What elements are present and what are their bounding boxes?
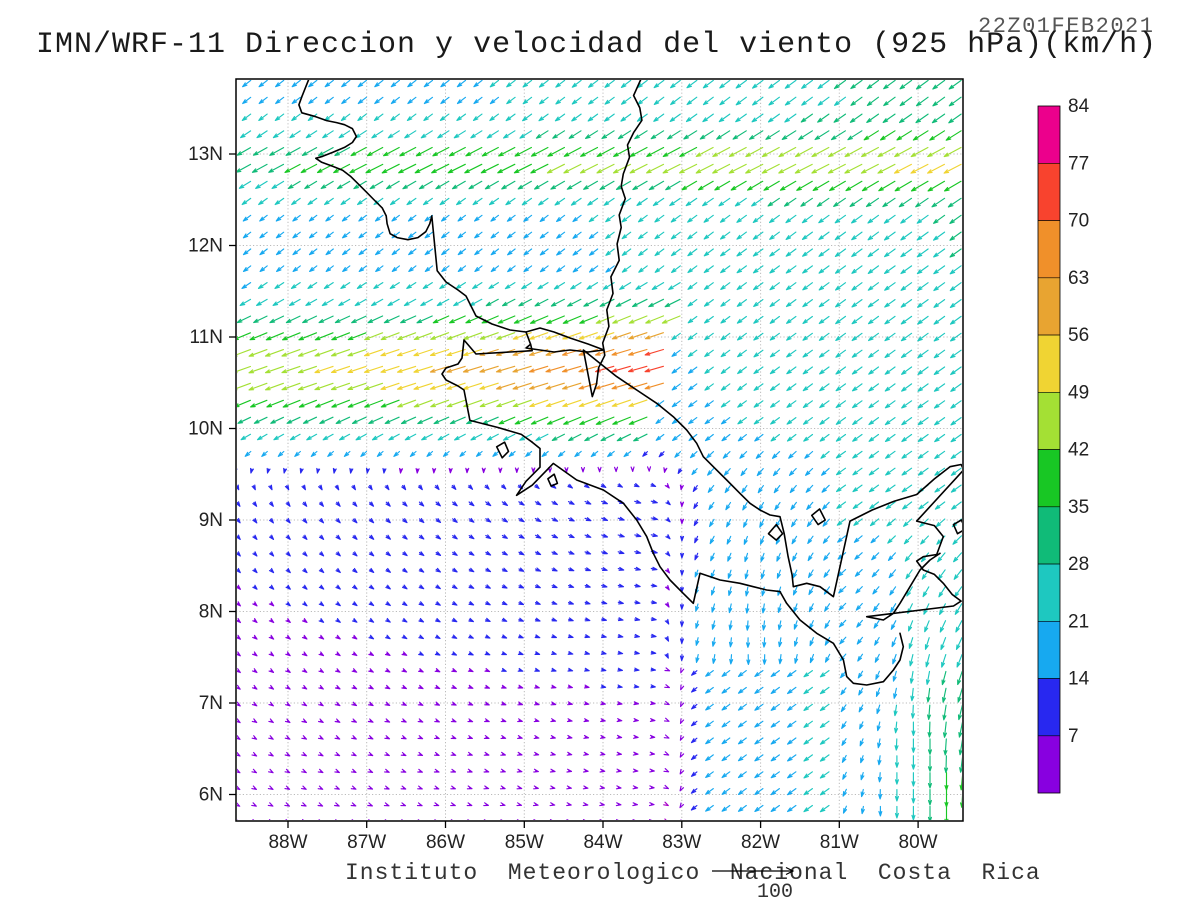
svg-text:83W: 83W (662, 832, 701, 853)
svg-text:86W: 86W (426, 832, 465, 853)
svg-text:9N: 9N (199, 510, 223, 531)
svg-text:87W: 87W (347, 832, 386, 853)
svg-text:85W: 85W (505, 832, 544, 853)
svg-text:12N: 12N (188, 236, 223, 257)
svg-text:7N: 7N (199, 693, 223, 714)
svg-text:81W: 81W (820, 832, 859, 853)
svg-text:13N: 13N (188, 144, 223, 165)
svg-text:88W: 88W (268, 832, 307, 853)
svg-text:10N: 10N (188, 419, 223, 440)
svg-text:82W: 82W (741, 832, 780, 853)
svg-text:80W: 80W (899, 832, 938, 853)
svg-text:8N: 8N (199, 602, 223, 623)
svg-text:11N: 11N (190, 327, 223, 348)
svg-text:6N: 6N (199, 785, 223, 806)
svg-text:84W: 84W (583, 832, 622, 853)
